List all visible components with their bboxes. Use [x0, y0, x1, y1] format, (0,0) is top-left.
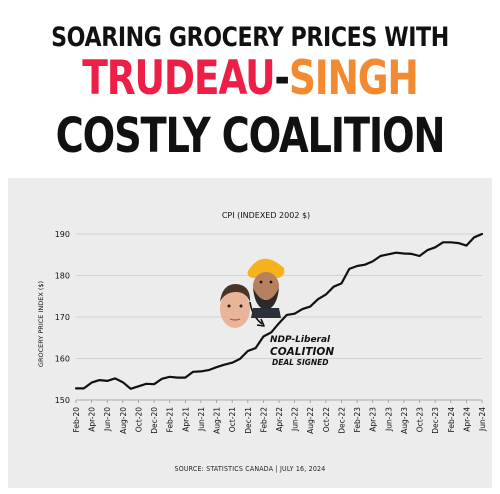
headline-line-2: TRUDEAU-SINGH [50, 52, 450, 106]
x-tick-label: Dec-20 [150, 407, 159, 434]
chart-title: CPI (INDEXED 2002 $) [222, 211, 310, 220]
trudeau-photo [220, 284, 251, 328]
x-tick-label: Dec-22 [337, 407, 346, 434]
x-tick-label: Feb-23 [353, 407, 362, 433]
x-tick-label: Apr-21 [181, 407, 190, 432]
headline-trudeau: TRUDEAU [82, 51, 275, 106]
annotation-arrowhead [256, 318, 265, 327]
x-tick-label: Aug-20 [119, 407, 128, 434]
x-tick-label: Feb-20 [72, 407, 81, 433]
x-tick-label: Aug-21 [213, 407, 222, 434]
x-tick-label: Feb-24 [447, 407, 456, 433]
x-tick-label: Apr-22 [275, 407, 284, 432]
y-tick-layer: 150 160 170 180 190 [55, 230, 70, 405]
headline-dash: - [274, 51, 290, 106]
annotation-line-3: DEAL SIGNED [272, 358, 329, 367]
x-tick-label: Oct-21 [228, 407, 237, 432]
chart-panel: 150 160 170 180 190 Feb-20 Apr-20 Jun-20 Aug-20… [8, 178, 492, 488]
x-tick-label: Aug-23 [400, 407, 409, 434]
x-tick-label: Dec-21 [244, 407, 253, 434]
x-tick-label: Oct-22 [322, 407, 331, 432]
y-tick-label: 170 [55, 313, 70, 322]
y-axis-label: GROCERY PRICE INDEX ($) [37, 281, 45, 367]
x-tick-label: Apr-20 [88, 407, 97, 432]
x-tick-label: Jun-20 [103, 407, 112, 432]
annotation-line-2: COALITION [270, 346, 334, 358]
cpi-chart: 150 160 170 180 190 Feb-20 Apr-20 Jun-20 Aug-20… [37, 211, 487, 434]
singh-photo [247, 258, 285, 318]
headline-line-1: SOARING GROCERY PRICES WITH [51, 22, 449, 53]
x-tick-label: Oct-20 [134, 407, 143, 432]
headline-singh: SINGH [288, 51, 419, 106]
x-tick-label: Feb-21 [166, 407, 175, 433]
cpi-series-line [74, 232, 484, 390]
y-tick-label: 160 [55, 355, 70, 364]
x-tick-label: Jun-22 [291, 407, 300, 432]
x-tick-label: Oct-23 [416, 407, 425, 432]
y-tick-label: 180 [55, 272, 70, 281]
x-tick-label: Jun-24 [478, 407, 487, 432]
x-tick-label: Feb-22 [259, 407, 268, 433]
x-tick-label: Apr-24 [462, 407, 471, 432]
x-tick-label: Dec-23 [431, 407, 440, 434]
x-tick-label: Apr-23 [369, 407, 378, 432]
x-tick-label: Jun-21 [197, 407, 206, 432]
source-note: SOURCE: STATISTICS CANADA | JULY 16, 202… [174, 465, 326, 473]
x-tick-layer: Feb-20 Apr-20 Jun-20 Aug-20 Oct-20 Dec-20 Feb-… [72, 400, 487, 434]
headline-line-3: COSTLY COALITION [55, 108, 446, 164]
y-tick-label: 190 [55, 230, 70, 239]
annotation-line-1: NDP-Liberal [270, 335, 331, 345]
x-tick-label: Aug-22 [306, 407, 315, 434]
y-tick-label: 150 [55, 396, 70, 405]
x-tick-label: Jun-23 [384, 407, 393, 432]
